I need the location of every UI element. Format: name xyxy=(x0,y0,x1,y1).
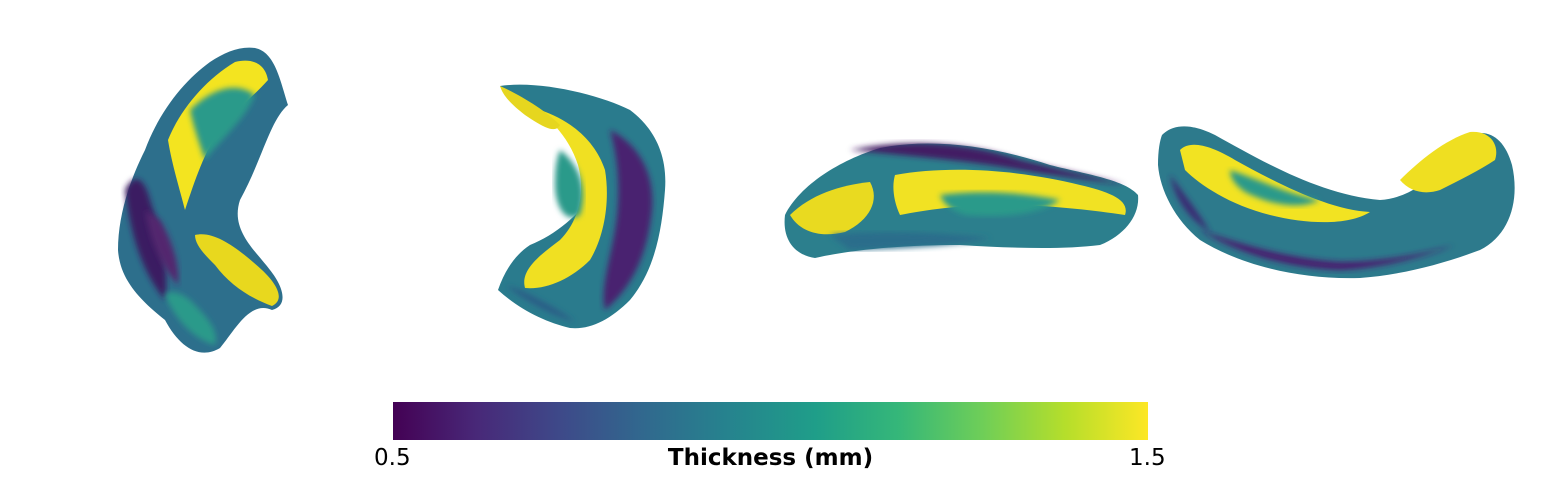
surface-view-4 xyxy=(1158,126,1515,279)
colorbar-min-label: 0.5 xyxy=(374,445,411,471)
colorbar-title: Thickness (mm) xyxy=(667,445,874,471)
surface-view-2 xyxy=(498,84,666,329)
colorbar-max-label: 1.5 xyxy=(1129,445,1166,471)
surface-view-3 xyxy=(784,143,1139,258)
colorbar-gradient xyxy=(393,402,1148,440)
surface-view-1 xyxy=(118,47,288,353)
colorbar xyxy=(393,402,1148,440)
